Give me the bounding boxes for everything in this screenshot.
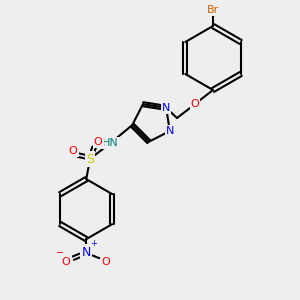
Text: HN: HN <box>102 138 119 148</box>
Text: O: O <box>102 257 111 267</box>
Text: O: O <box>69 146 78 156</box>
Text: O: O <box>62 257 70 267</box>
Text: N: N <box>162 103 170 113</box>
Text: +: + <box>90 239 97 248</box>
Text: O: O <box>94 137 103 147</box>
Text: −: − <box>56 248 64 258</box>
Text: Br: Br <box>207 5 219 15</box>
Text: O: O <box>190 99 200 109</box>
Text: S: S <box>86 153 94 166</box>
Text: N: N <box>166 126 174 136</box>
Text: N: N <box>82 246 91 259</box>
